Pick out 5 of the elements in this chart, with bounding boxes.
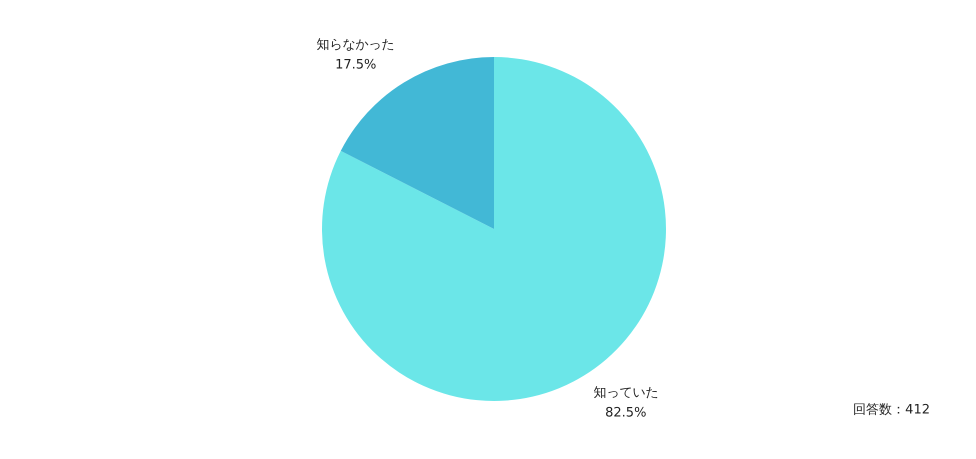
text: 回答数：412 [853,402,930,418]
data-label: 17.5% [335,57,376,72]
data-label: 82.5% [605,405,646,420]
slice-label: 知っていた [593,385,658,400]
slice-label: 知らなかった [316,37,395,52]
